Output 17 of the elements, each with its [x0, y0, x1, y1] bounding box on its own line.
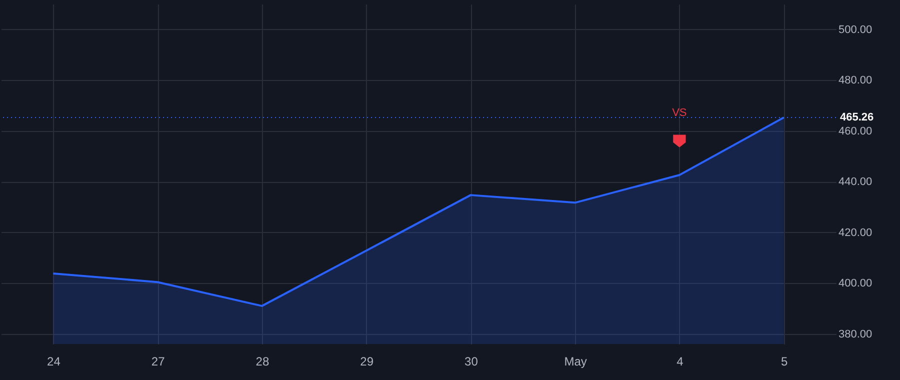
x-tick-label: 4: [676, 354, 684, 368]
x-tick-label: 24: [47, 354, 61, 368]
x-tick-label: 28: [256, 354, 270, 368]
x-tick-label: May: [564, 354, 587, 368]
ref-line-label: 465.26: [840, 112, 874, 124]
y-tick-label: 500.00: [838, 24, 872, 36]
y-tick-label: 420.00: [838, 226, 872, 239]
annotation: VS: [672, 107, 687, 120]
y-tick-label: 440.00: [838, 176, 872, 188]
x-tick-label: 30: [464, 354, 478, 368]
x-tick-label: 29: [360, 354, 374, 368]
y-tick-label: 480.00: [838, 74, 872, 87]
y-tick-label: 380.00: [838, 328, 872, 340]
y-tick-label: 400.00: [838, 278, 872, 290]
x-tick-label: 27: [151, 354, 166, 368]
x-tick-label: 5: [780, 354, 788, 368]
y-tick-label: 460.00: [838, 125, 872, 138]
